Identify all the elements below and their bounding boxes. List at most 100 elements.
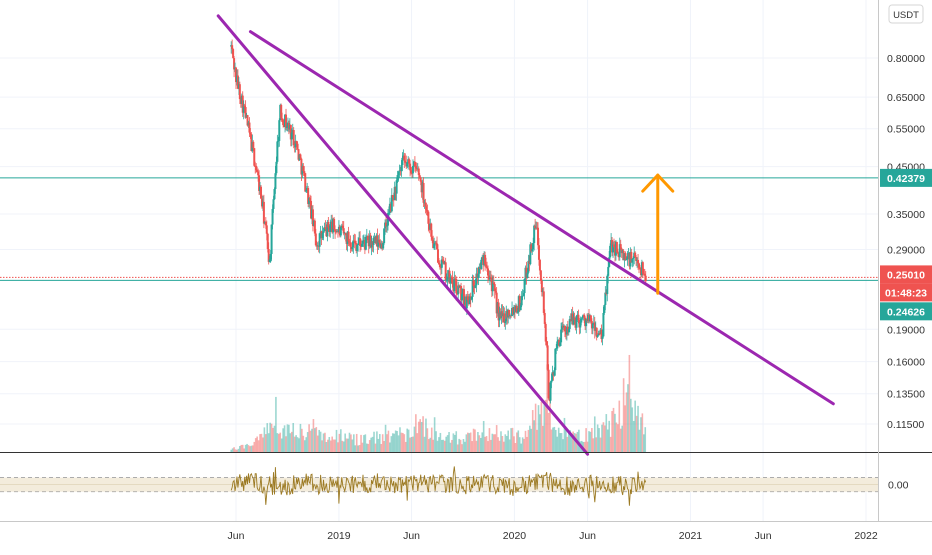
volume-bar [604, 425, 606, 452]
candle-body [241, 95, 244, 113]
axis-layer[interactable]: 0.800000.650000.550000.450000.350000.290… [0, 0, 932, 542]
volume-bar [265, 434, 267, 452]
candle-body [269, 253, 272, 260]
volume-bar [269, 422, 271, 452]
candle-body [540, 280, 543, 293]
candle-body [425, 206, 428, 210]
candle-body [276, 141, 279, 162]
volume-bar [530, 428, 533, 452]
volume-bar [644, 427, 647, 452]
candle-body [626, 256, 629, 260]
volume-bar [366, 443, 368, 452]
last-price-label-bg [880, 265, 932, 284]
volume-bar [319, 431, 322, 452]
drawing-layer[interactable] [216, 14, 835, 456]
candle-body [603, 304, 606, 313]
candle-body [631, 258, 634, 263]
candle-body [641, 262, 644, 274]
volume-bar [322, 433, 325, 452]
candle-body [321, 232, 324, 239]
volume-bar [491, 433, 494, 452]
candle-body [638, 267, 641, 269]
volume-bar [273, 425, 276, 452]
candle-body [478, 267, 481, 274]
candle-body [618, 244, 621, 258]
candle-body [436, 249, 439, 263]
candle-body [555, 348, 558, 350]
volume-bar [283, 425, 286, 452]
volume-bar [446, 435, 449, 452]
volume-bar [550, 429, 553, 452]
arrow-head[interactable] [641, 173, 675, 193]
volume-bar [614, 413, 616, 452]
candle-body [568, 319, 571, 329]
volume-bar [393, 433, 396, 452]
volume-bar [350, 434, 352, 452]
volume-bar [543, 403, 546, 452]
y-tick-label: 0.65000 [887, 92, 925, 104]
volume-bar [596, 424, 599, 452]
candle-body [418, 175, 421, 178]
candle-body [430, 223, 433, 237]
volume-bar [494, 434, 497, 452]
candle-body [543, 312, 546, 324]
volume-bar [246, 443, 248, 452]
candle-body [386, 225, 389, 227]
candle-body [446, 276, 449, 280]
volume-bar [621, 425, 623, 452]
candle-body [461, 293, 464, 301]
volume-bar [403, 434, 406, 452]
currency-badge[interactable] [888, 4, 924, 24]
candle-body [305, 190, 308, 192]
volume-bar [373, 431, 375, 452]
volume-bar [280, 438, 283, 452]
volume-bar [410, 436, 413, 452]
volume-bar [518, 437, 521, 452]
x-tick-label: Jun [755, 530, 772, 542]
volume-bar [303, 440, 306, 452]
candle-body [290, 132, 293, 140]
candle-body [395, 180, 398, 194]
candle-body [572, 317, 575, 325]
volume-bar [426, 428, 429, 452]
y-tick-label: 0.13500 [887, 389, 925, 401]
volume-bar [643, 434, 645, 452]
volume-bar [289, 433, 292, 452]
volume-bar [383, 440, 385, 452]
candle-body [282, 120, 285, 126]
volume-bar [286, 424, 289, 452]
candle-body [615, 242, 618, 253]
trendline-2[interactable] [248, 30, 835, 406]
volume-bar [380, 443, 383, 452]
volume-bar [572, 431, 574, 452]
candle-body [531, 249, 534, 252]
candle-body [308, 198, 311, 204]
volume-bar [592, 438, 595, 452]
candle-body [267, 249, 270, 262]
candle-body [281, 118, 284, 121]
level-label-support-bg [880, 302, 932, 321]
volume-bar [253, 441, 256, 452]
trendline-1[interactable] [216, 14, 590, 456]
volume-bar [344, 433, 346, 452]
volume-bar [563, 417, 566, 452]
candle-body [573, 317, 576, 320]
volume-bar [622, 378, 625, 452]
volume-bar [425, 418, 427, 452]
volume-bar [536, 429, 538, 452]
volume-bar [254, 438, 257, 452]
volume-bar [231, 448, 234, 452]
volume-bar [609, 436, 612, 452]
volume-bar [252, 445, 254, 452]
candle-body [400, 165, 403, 172]
volume-bar [631, 407, 634, 452]
volume-bar [257, 440, 260, 452]
candle-body [424, 202, 427, 207]
volume-bar [478, 435, 481, 452]
candle-body [435, 242, 438, 244]
candle-body [494, 291, 497, 293]
volume-bar [290, 431, 293, 452]
volume-bar [524, 430, 527, 452]
